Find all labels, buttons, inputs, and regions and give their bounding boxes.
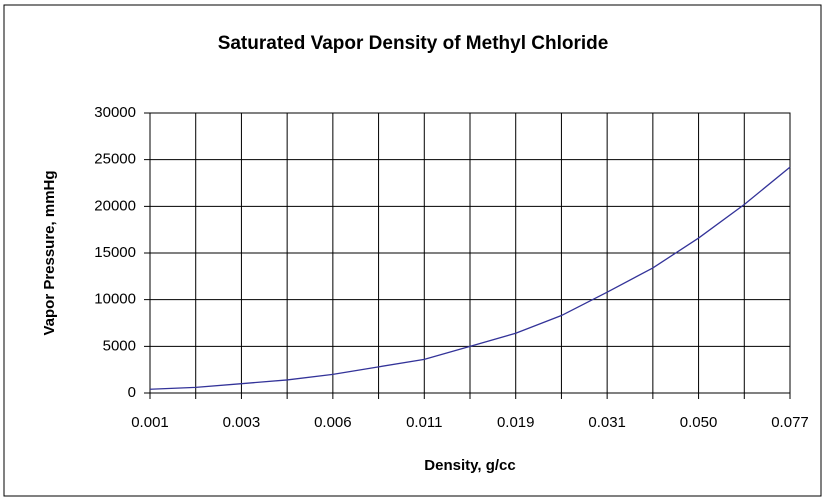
chart-frame [3, 4, 822, 497]
y-tick-label: 0 [128, 384, 136, 401]
plot-border [149, 112, 791, 394]
x-axis-label: Density, g/cc [424, 457, 515, 474]
y-axis-label: Vapor Pressure, mmHg [41, 170, 58, 335]
y-tick-label: 20000 [94, 197, 136, 214]
x-tick-label: 0.050 [680, 414, 718, 431]
x-tick-label: 0.031 [588, 414, 626, 431]
y-tick-label: 10000 [94, 291, 136, 308]
series-line [149, 166, 791, 390]
x-tick-label: 0.006 [314, 414, 352, 431]
y-tick-label: 5000 [103, 337, 136, 354]
x-tick-label: 0.019 [497, 414, 535, 431]
x-tick-label: 0.011 [406, 414, 442, 431]
x-tick-label: 0.001 [131, 414, 169, 431]
chart-title: Saturated Vapor Density of Methyl Chlori… [218, 33, 609, 54]
x-tick-label: 0.003 [223, 414, 261, 431]
x-tick-label: 0.077 [771, 414, 809, 431]
y-tick-label: 25000 [94, 151, 136, 168]
y-tick-label: 15000 [94, 244, 136, 261]
y-tick-label: 30000 [94, 104, 136, 121]
